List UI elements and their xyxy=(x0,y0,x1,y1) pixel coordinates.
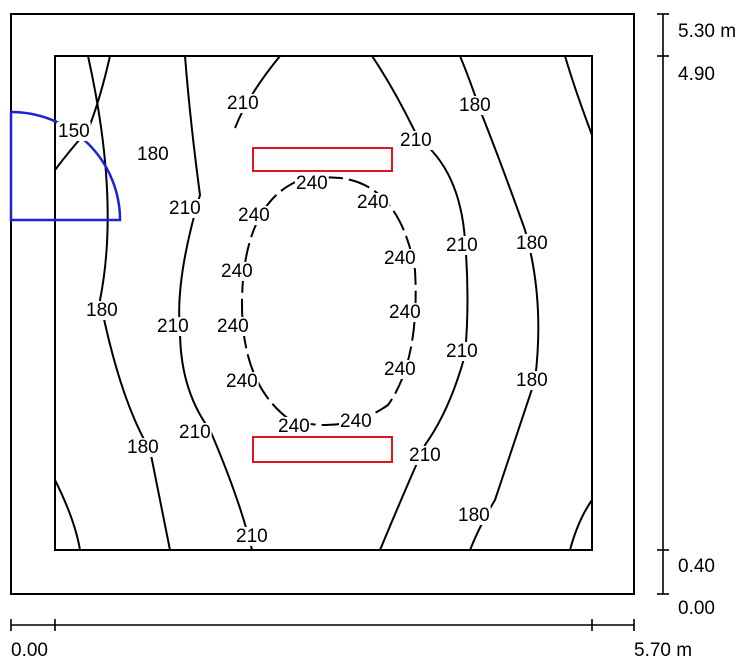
contour-label: 180 xyxy=(86,300,118,321)
dimension-label: 4.90 xyxy=(678,64,715,85)
dimension-label: 0.40 xyxy=(678,556,715,577)
dimension-label: 0.00 xyxy=(11,640,48,660)
label-halo xyxy=(388,303,422,322)
label-halo xyxy=(226,94,260,113)
label-halo xyxy=(408,446,442,465)
label-halo xyxy=(515,234,549,253)
label-halo xyxy=(339,412,373,431)
contour-lines xyxy=(54,55,593,551)
label-halo xyxy=(156,317,190,336)
label-halo xyxy=(383,360,417,379)
label-halo xyxy=(399,131,433,150)
room-outline xyxy=(10,13,635,595)
label-halo xyxy=(136,145,170,164)
contour-label: 240 xyxy=(226,371,258,392)
contour-label: 240 xyxy=(296,173,328,194)
right-dimension-axis: 5.30 m 4.90 0.40 0.00 xyxy=(657,13,736,619)
contour-label: 240 xyxy=(384,248,416,269)
label-halo xyxy=(458,96,492,115)
contour-label: 210 xyxy=(446,235,478,256)
label-halo xyxy=(216,317,250,336)
label-halo xyxy=(225,372,259,391)
contour-label: 210 xyxy=(169,198,201,219)
dimension-label: 0.00 xyxy=(678,598,715,619)
label-halo xyxy=(445,342,479,361)
label-halo xyxy=(295,174,329,193)
label-halo xyxy=(57,122,91,141)
quarter-circle-marker xyxy=(9,110,122,222)
contour-label: 240 xyxy=(384,359,416,380)
contour-180-right xyxy=(459,55,540,551)
label-halo xyxy=(515,371,549,390)
contour-210-center xyxy=(234,55,281,129)
label-halo xyxy=(356,193,390,212)
contour-label: 240 xyxy=(357,192,389,213)
contour-label: 180 xyxy=(459,95,491,116)
dimension-label: 5.70 m xyxy=(634,640,692,660)
label-halo xyxy=(220,262,254,281)
bottom-dimension-axis: 0.00 5.70 m xyxy=(10,619,692,660)
contour-label: 240 xyxy=(238,205,270,226)
contour-label: 240 xyxy=(340,411,372,432)
label-halo xyxy=(126,438,160,457)
dimension-label: 5.30 m xyxy=(678,21,736,42)
contour-180-corner-bl xyxy=(54,479,81,551)
label-halo xyxy=(445,236,479,255)
label-halo xyxy=(277,417,311,436)
contour-label: 210 xyxy=(446,341,478,362)
label-halo xyxy=(383,249,417,268)
label-halo xyxy=(178,423,212,442)
label-halo xyxy=(168,199,202,218)
contour-label: 180 xyxy=(458,505,490,526)
label-halo xyxy=(85,301,119,320)
contour-label: 240 xyxy=(217,316,249,337)
contour-label: 240 xyxy=(278,416,310,437)
contour-label: 180 xyxy=(137,144,169,165)
contour-180-far-right xyxy=(564,55,593,136)
contour-label: 240 xyxy=(221,261,253,282)
contour-label: 180 xyxy=(516,370,548,391)
label-halo xyxy=(237,206,271,225)
contour-150 xyxy=(54,55,111,171)
contour-label: 180 xyxy=(516,233,548,254)
contour-labels: 150 180 210 180 210 210 240 240 240 210 … xyxy=(57,93,549,547)
contour-label: 210 xyxy=(179,422,211,443)
contour-label: 210 xyxy=(409,445,441,466)
contour-label: 240 xyxy=(389,302,421,323)
contour-180-corner-br xyxy=(569,499,593,551)
work-area-outline xyxy=(54,55,593,551)
contour-label: 210 xyxy=(400,130,432,151)
contour-label: 210 xyxy=(157,316,189,337)
contour-label: 180 xyxy=(127,437,159,458)
label-halo xyxy=(457,506,491,525)
contour-label: 150 xyxy=(58,121,90,142)
luminaire-bottom xyxy=(252,436,393,463)
label-halo xyxy=(235,527,269,546)
contour-label: 210 xyxy=(236,526,268,547)
luminaire-top xyxy=(252,147,393,172)
contour-label: 210 xyxy=(227,93,259,114)
